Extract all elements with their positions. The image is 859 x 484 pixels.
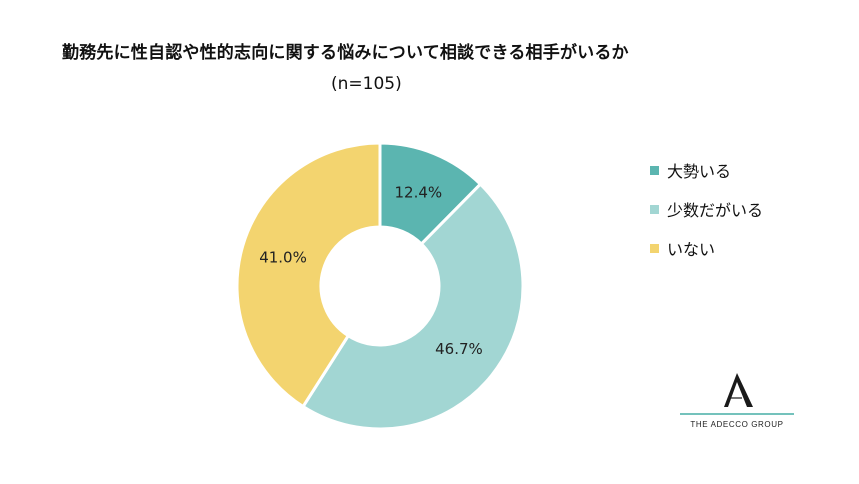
logo-text: THE ADECCO GROUP — [690, 420, 784, 429]
legend-swatch — [650, 165, 659, 175]
chart-title: 勤務先に性自認や性的志向に関する悩みについて相談できる相手がいるか — [62, 43, 629, 63]
adecco-a-mark-icon — [724, 373, 753, 407]
legend-label: いない — [667, 240, 716, 259]
legend-item-none: いない — [650, 238, 763, 259]
donut-slice-few — [300, 182, 525, 431]
legend-item-few: 少数だがいる — [650, 199, 764, 220]
legend-label: 少数だがいる — [667, 201, 764, 220]
value-label-none: 41.0% — [259, 249, 307, 267]
legend-swatch — [650, 204, 659, 214]
chart-legend: 大勢いる 少数だがいる いない — [650, 160, 763, 277]
donut-slice-none — [235, 141, 382, 409]
adecco-logo: THE ADECCO GROUP — [680, 372, 794, 432]
logo-divider — [680, 413, 794, 415]
chart-subtitle: (n=105) — [331, 74, 402, 94]
legend-label: 大勢いる — [667, 162, 732, 181]
value-label-many: 12.4% — [394, 184, 442, 202]
legend-swatch — [650, 243, 659, 253]
legend-item-many: 大勢いる — [650, 160, 763, 181]
value-label-few: 46.7% — [435, 340, 483, 358]
